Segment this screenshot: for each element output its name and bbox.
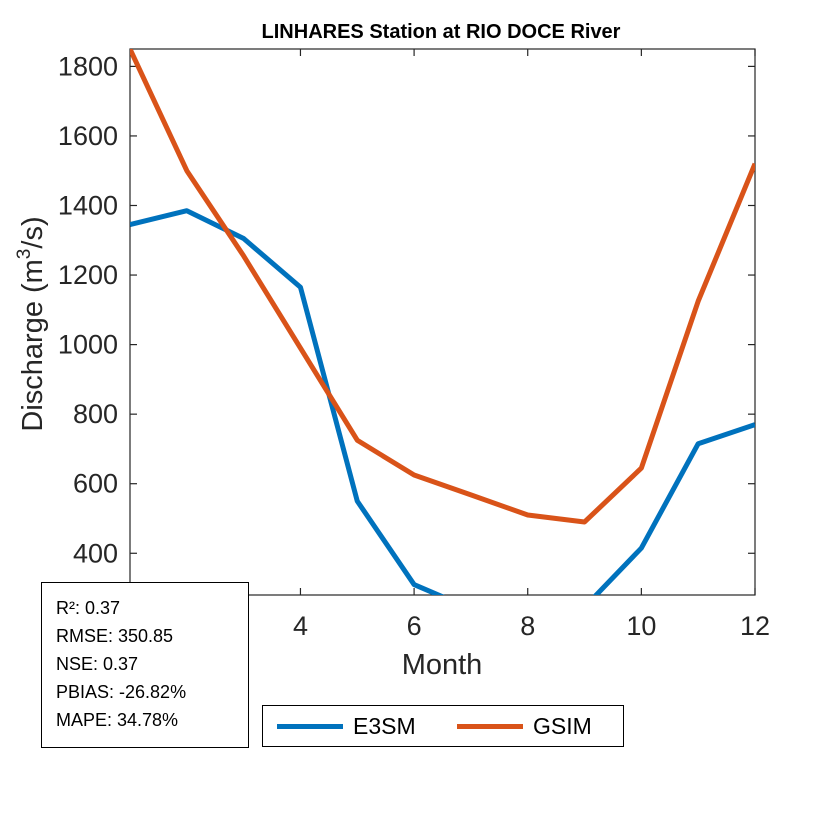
y-tick-label: 600 <box>73 469 118 499</box>
y-tick-label: 1200 <box>58 260 118 290</box>
y-tick-label: 1800 <box>58 51 118 81</box>
legend-item-gsim: GSIM <box>457 706 592 746</box>
series-line-e3sm <box>130 208 755 595</box>
stat-rmse: RMSE: 350.85 <box>56 626 174 646</box>
x-tick-label: 12 <box>740 611 770 641</box>
y-tick-label: 400 <box>73 538 118 568</box>
x-tick-label: 6 <box>407 611 422 641</box>
y-tick-label: 1400 <box>58 190 118 220</box>
x-tick-label: 10 <box>626 611 656 641</box>
chart-title: LINHARES Station at RIO DOCE River <box>262 21 621 43</box>
y-tick-label: 1600 <box>58 121 118 151</box>
stat-nse: NSE: 0.37 <box>56 654 139 674</box>
legend-swatch-e3sm <box>277 723 343 729</box>
y-axis-label: Discharge (m3/s) <box>14 216 49 431</box>
stat-mape: MAPE: 34.78% <box>56 710 179 730</box>
series-line-gsim <box>130 49 755 525</box>
legend-label-gsim: GSIM <box>533 712 592 739</box>
statistics-box: R²: 0.37 RMSE: 350.85 NSE: 0.37 PBIAS: -… <box>41 582 249 748</box>
y-tick-label: 1000 <box>58 330 118 360</box>
stat-r2: R²: 0.37 <box>56 598 121 618</box>
legend-label-e3sm: E3SM <box>353 712 416 739</box>
y-tick-label: 800 <box>73 399 118 429</box>
legend-swatch-gsim <box>457 723 523 729</box>
x-axis-label: Month <box>402 649 483 681</box>
stat-pbias: PBIAS: -26.82% <box>56 682 187 702</box>
x-tick-label: 4 <box>293 611 308 641</box>
x-tick-label: 8 <box>520 611 535 641</box>
legend-item-e3sm: E3SM <box>277 706 416 746</box>
legend: E3SM GSIM <box>262 705 624 747</box>
